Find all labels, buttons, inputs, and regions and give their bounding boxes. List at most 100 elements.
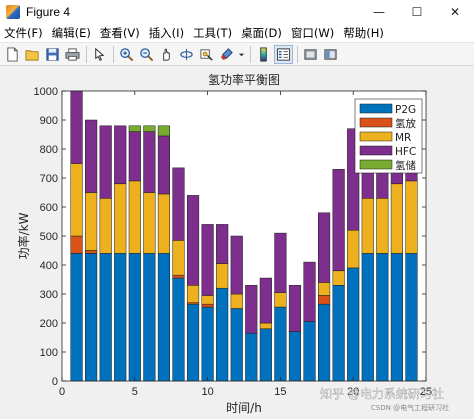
zoom-in-icon[interactable] xyxy=(117,45,136,64)
bar-segment[interactable] xyxy=(318,282,331,296)
bar-segment[interactable] xyxy=(172,277,185,382)
zoom-out-icon[interactable] xyxy=(137,45,156,64)
bar-segment[interactable] xyxy=(332,285,345,382)
pointer-icon[interactable] xyxy=(90,45,109,64)
bar-segment[interactable] xyxy=(128,131,141,182)
bar-segment[interactable] xyxy=(376,198,389,254)
bar-segment[interactable] xyxy=(230,308,243,382)
bar-segment[interactable] xyxy=(172,240,185,276)
bar-segment[interactable] xyxy=(85,119,98,193)
bar-segment[interactable] xyxy=(216,224,229,264)
bar-segment[interactable] xyxy=(114,125,127,185)
bar-segment[interactable] xyxy=(186,285,200,303)
bar-segment[interactable] xyxy=(259,322,272,330)
bar-segment[interactable] xyxy=(143,253,156,382)
bar-segment[interactable] xyxy=(186,303,200,382)
save-icon[interactable] xyxy=(43,45,62,64)
data-cursor-icon[interactable] xyxy=(197,45,216,64)
bar-segment[interactable] xyxy=(157,125,171,137)
bar-segment[interactable] xyxy=(114,183,127,254)
bar-segment[interactable] xyxy=(332,169,345,272)
print-icon[interactable] xyxy=(63,45,82,64)
bar-segment[interactable] xyxy=(201,303,214,308)
bar-segment[interactable] xyxy=(259,328,272,382)
bar-segment[interactable] xyxy=(128,180,141,254)
bar-segment[interactable] xyxy=(70,235,83,254)
minimize-button[interactable]: — xyxy=(373,5,385,19)
bar-segment[interactable] xyxy=(245,285,258,334)
bar-segment[interactable] xyxy=(259,277,272,324)
bar-segment[interactable] xyxy=(361,253,374,382)
bar-segment[interactable] xyxy=(303,321,316,382)
bar-segment[interactable] xyxy=(390,253,403,382)
bar-segment[interactable] xyxy=(99,198,112,254)
bar-segment[interactable] xyxy=(172,274,185,279)
bar-segment[interactable] xyxy=(201,224,214,296)
menu-tools[interactable]: 工具(T) xyxy=(193,26,233,40)
open-file-icon[interactable] xyxy=(23,45,42,64)
bar-segment[interactable] xyxy=(245,332,258,382)
menu-file[interactable]: 文件(F) xyxy=(4,26,43,40)
menu-desktop[interactable]: 桌面(D) xyxy=(241,26,282,40)
menu-edit[interactable]: 编辑(E) xyxy=(51,26,91,40)
bar-segment[interactable] xyxy=(201,306,214,382)
bar-segment[interactable] xyxy=(172,167,185,241)
bar-segment[interactable] xyxy=(85,253,98,382)
bar-segment[interactable] xyxy=(201,295,214,305)
bar-segment[interactable] xyxy=(405,253,418,382)
bar-segment[interactable] xyxy=(405,180,418,254)
bar-segment[interactable] xyxy=(230,293,243,309)
bar-segment[interactable] xyxy=(376,253,389,382)
bar-segment[interactable] xyxy=(274,306,287,382)
new-file-icon[interactable] xyxy=(3,45,22,64)
bar-segment[interactable] xyxy=(157,135,171,195)
bar-segment[interactable] xyxy=(288,331,302,382)
bar-segment[interactable] xyxy=(85,250,98,254)
legend-icon[interactable] xyxy=(274,44,293,64)
bar-segment[interactable] xyxy=(216,287,229,382)
bar-segment[interactable] xyxy=(216,263,229,289)
menu-view[interactable]: 查看(V) xyxy=(99,26,140,40)
bar-segment[interactable] xyxy=(99,125,112,199)
bar-segment[interactable] xyxy=(143,192,156,254)
bar-segment[interactable] xyxy=(390,183,403,254)
bar-segment[interactable] xyxy=(318,212,331,283)
bar-segment[interactable] xyxy=(274,292,287,308)
bar-segment[interactable] xyxy=(186,195,200,286)
brush-icon[interactable] xyxy=(217,45,236,64)
menu-insert[interactable]: 插入(I) xyxy=(148,26,185,40)
bar-segment[interactable] xyxy=(157,193,171,254)
chevron-down-icon[interactable] xyxy=(237,45,246,64)
bar-segment[interactable] xyxy=(143,125,156,132)
bar-segment[interactable] xyxy=(99,253,112,382)
bar-segment[interactable] xyxy=(70,253,83,382)
bar-segment[interactable] xyxy=(143,131,156,193)
bar-segment[interactable] xyxy=(85,192,98,251)
bar-segment[interactable] xyxy=(157,253,171,382)
bar-segment[interactable] xyxy=(361,198,374,254)
chart-svg[interactable]: 0 100 200 300 400 500 600 700 800 900 1000 0 5 10 15 20… xyxy=(0,67,474,419)
bar-segment[interactable] xyxy=(70,163,83,237)
bar-segment[interactable] xyxy=(128,253,141,382)
bar-segment[interactable] xyxy=(274,232,287,293)
bar-segment[interactable] xyxy=(114,253,127,382)
show-plot-tools-icon[interactable] xyxy=(321,45,340,64)
bar-segment[interactable] xyxy=(318,303,331,382)
menu-window[interactable]: 窗口(W) xyxy=(290,26,335,40)
bar-segment[interactable] xyxy=(347,267,360,382)
pan-icon[interactable] xyxy=(157,45,176,64)
rotate-3d-icon[interactable] xyxy=(177,45,196,64)
bar-segment[interactable] xyxy=(347,128,360,231)
bar-segment[interactable] xyxy=(332,270,345,286)
bar-segment[interactable] xyxy=(128,125,141,132)
bar-segment[interactable] xyxy=(288,285,302,332)
bar-segment[interactable] xyxy=(70,90,83,164)
menu-help[interactable]: 帮助(H) xyxy=(343,26,384,40)
colorbar-icon[interactable] xyxy=(254,45,273,64)
bar-segment[interactable] xyxy=(347,229,360,269)
bar-segment[interactable] xyxy=(230,235,243,295)
close-button[interactable]: ✕ xyxy=(449,5,461,19)
maximize-button[interactable]: ☐ xyxy=(411,5,423,19)
hide-plot-tools-icon[interactable] xyxy=(301,45,320,64)
